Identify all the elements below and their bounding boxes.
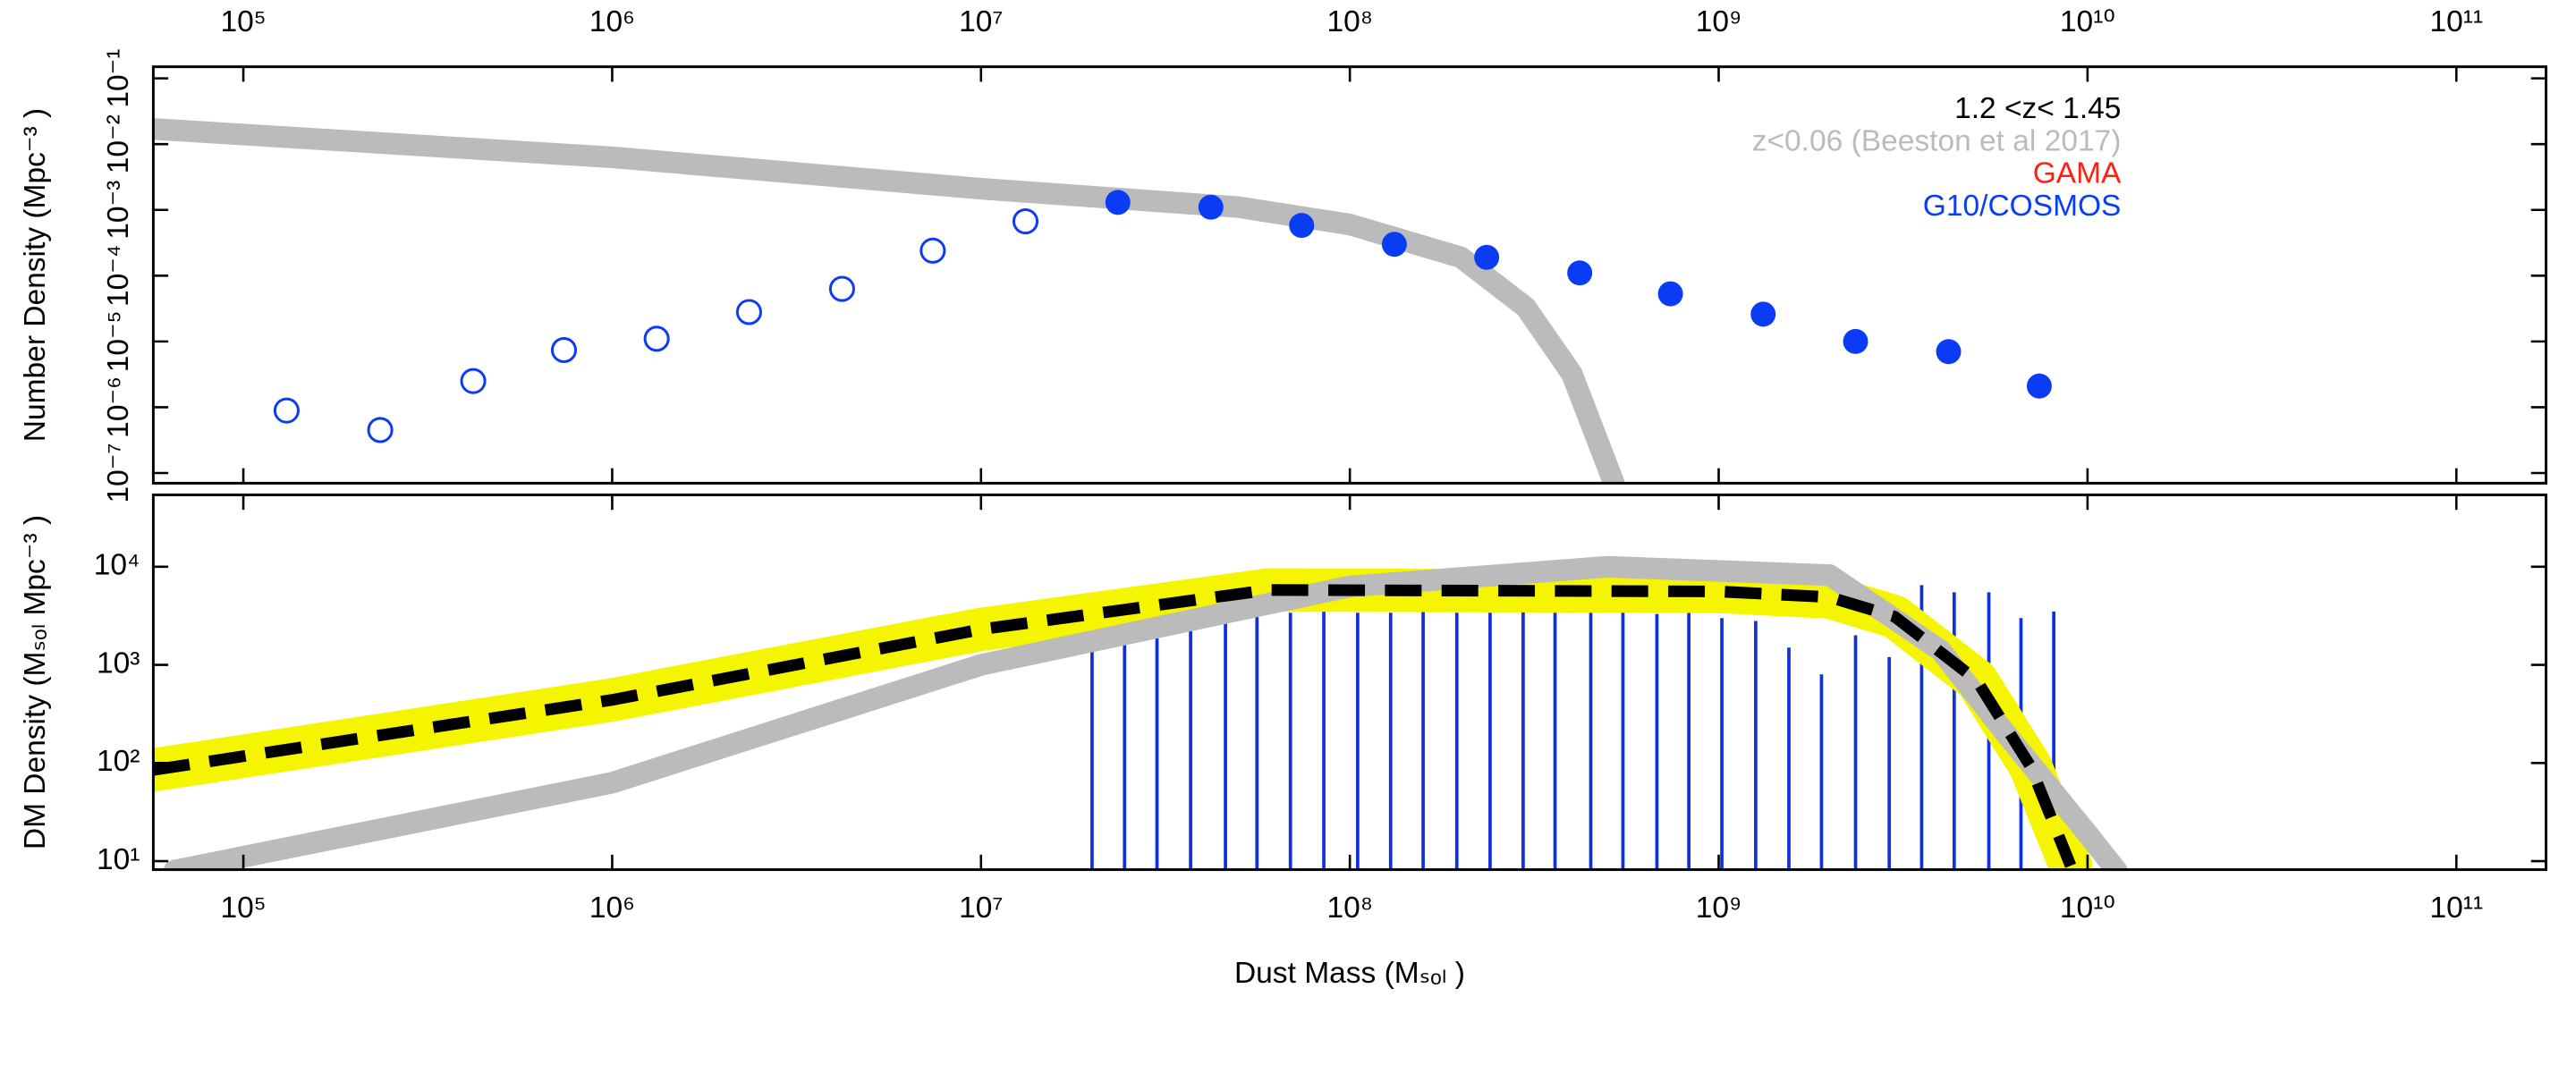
x-tick-label: 10⁸ [1326, 5, 1372, 38]
x-tick-label: 10⁵ [220, 891, 266, 925]
data-point [1381, 232, 1407, 258]
data-point [1750, 301, 1776, 327]
x-tick-label: 10⁷ [959, 5, 1003, 38]
data-point [735, 299, 762, 325]
data-point [1012, 208, 1039, 235]
data-point [1843, 328, 1868, 354]
y-tick-label: 10¹ [97, 843, 140, 876]
y-tick-label: 10⁻⁷ [102, 443, 135, 503]
y-tick-label: 10⁻² [102, 114, 135, 173]
data-point [550, 336, 578, 364]
plot-area [153, 118, 2052, 484]
y-axis-label: DM Density (Mₛₒₗ Mpc⁻³ ) [19, 515, 52, 849]
data-point [1657, 281, 1683, 307]
x-tick-label: 10¹¹ [2429, 891, 2483, 925]
plot-area [153, 555, 2128, 870]
series-line [153, 118, 1625, 484]
legend-text: z<0.06 (Beeston et al 2017) [1752, 124, 2122, 157]
y-tick-label: 10⁻⁴ [102, 245, 135, 307]
data-point [1198, 194, 1224, 220]
data-point [1567, 260, 1593, 286]
x-tick-label: 10⁶ [589, 5, 635, 38]
y-tick-label: 10³ [97, 646, 140, 680]
data-point [919, 237, 946, 264]
x-tick-label: 10⁸ [1326, 891, 1372, 925]
panel-frame [151, 65, 2547, 485]
y-tick-label: 10⁻³ [102, 181, 135, 240]
y-tick-label: 10² [97, 745, 140, 778]
series-line [163, 555, 2128, 870]
x-tick-label: 10⁶ [589, 891, 635, 925]
data-point [828, 275, 855, 302]
x-tick-label: 10⁹ [1696, 5, 1742, 38]
y-tick-label: 10⁻¹ [102, 49, 135, 108]
data-point [1474, 244, 1500, 270]
y-tick-label: 10⁻⁶ [102, 376, 135, 438]
x-axis-label: Dust Mass (Mₛₒₗ ) [1234, 957, 1465, 990]
data-point [1936, 339, 1962, 365]
x-tick-label: 10⁵ [220, 5, 266, 38]
series-line [153, 584, 2077, 868]
legend-text: 1.2 <z< 1.45 [1954, 92, 2121, 125]
y-tick-label: 10⁴ [94, 549, 140, 582]
data-point [2026, 373, 2052, 399]
legend-text: G10/COSMOS [1923, 190, 2122, 223]
y-tick-label: 10⁻⁵ [102, 310, 135, 372]
x-tick-label: 10⁷ [959, 891, 1003, 925]
data-point [460, 368, 487, 394]
data-point [367, 417, 394, 444]
x-tick-label: 10¹⁰ [2060, 891, 2115, 925]
data-point [273, 397, 300, 424]
legend-text: GAMA [2033, 157, 2122, 190]
x-tick-label: 10¹⁰ [2060, 5, 2115, 38]
y-axis-label: Number Density (Mpc⁻³ ) [19, 108, 52, 442]
x-tick-label: 10¹¹ [2429, 5, 2483, 38]
data-point [1289, 213, 1315, 239]
x-tick-label: 10⁹ [1696, 891, 1742, 925]
data-point [1105, 190, 1131, 215]
data-point [643, 325, 670, 352]
